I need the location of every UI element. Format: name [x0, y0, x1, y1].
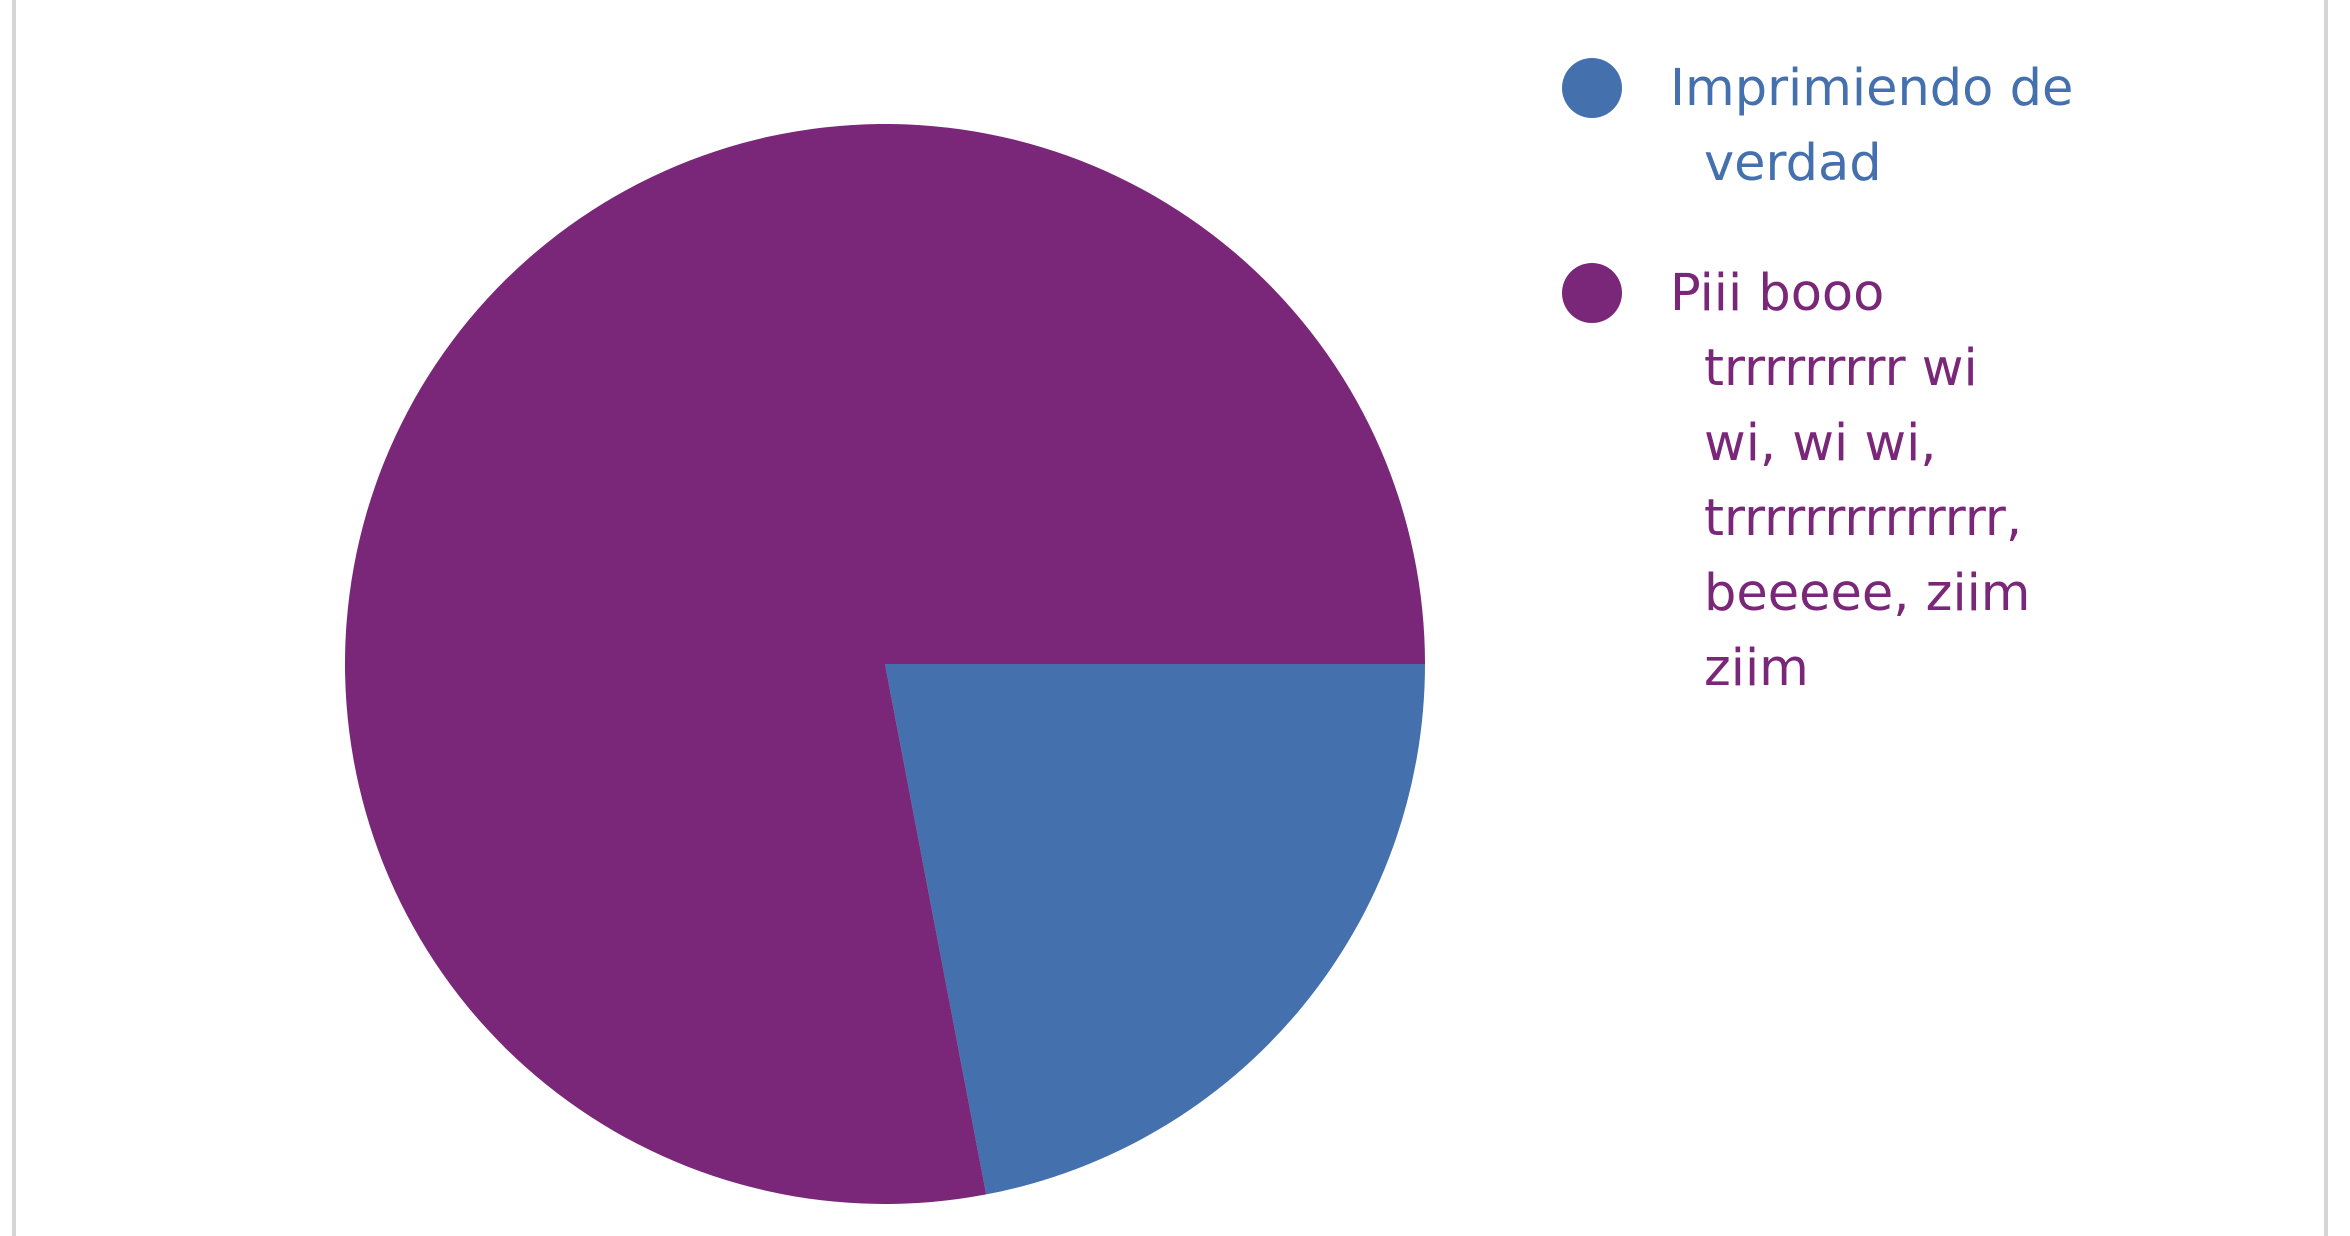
legend-label-1-line-4: beeeee, ziim [1704, 564, 2030, 623]
legend-label-0-line-1: verdad [1704, 134, 1882, 193]
pie-slice-0[interactable] [885, 664, 1425, 1195]
legend-label-1-line-0: Piii booo [1670, 264, 1884, 323]
legend-label-1-line-3: trrrrrrrrrrrrrr, [1704, 489, 2022, 548]
legend-marker-1[interactable] [1562, 263, 1622, 323]
legend-label-1-line-2: wi, wi wi, [1704, 414, 1937, 473]
legend: Imprimiendo de verdad Piii booo trrrrrrrrr … [1562, 58, 2073, 698]
legend-label-0-line-0: Imprimiendo de [1670, 59, 2073, 118]
legend-label-1-line-1: trrrrrrrrr wi [1704, 339, 1978, 398]
legend-marker-0[interactable] [1562, 58, 1622, 118]
pie-slice-1[interactable] [344, 123, 1425, 1204]
legend-label-1-line-5: ziim [1704, 639, 1809, 698]
chart-frame [12, 0, 2328, 1236]
pie-slices [344, 123, 1425, 1204]
